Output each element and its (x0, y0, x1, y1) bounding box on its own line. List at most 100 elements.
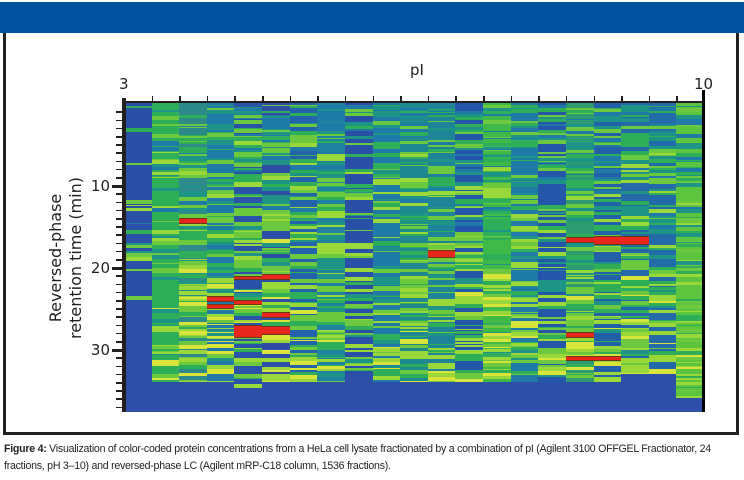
intensity-band (621, 247, 650, 249)
intensity-band (455, 261, 484, 262)
intensity-band (206, 282, 235, 283)
intensity-band (565, 127, 594, 128)
intensity-band (483, 315, 512, 316)
intensity-band (151, 321, 180, 323)
intensity-band (400, 158, 429, 159)
intensity-band (455, 124, 484, 127)
intensity-band (372, 348, 401, 352)
intensity-band (593, 136, 622, 138)
intensity-band (317, 366, 346, 369)
intensity-band (676, 266, 704, 268)
intensity-band (565, 184, 594, 188)
intensity-band (151, 309, 180, 313)
intensity-band (151, 177, 180, 178)
intensity-band (648, 153, 677, 155)
intensity-band (151, 122, 180, 124)
intensity-band (538, 177, 567, 180)
intensity-band (565, 211, 594, 215)
intensity-band (621, 174, 650, 177)
intensity-band (400, 311, 429, 312)
intensity-band (648, 180, 677, 184)
intensity-band (179, 341, 208, 345)
intensity-band (621, 209, 650, 213)
intensity-band (289, 340, 318, 341)
intensity-band (676, 241, 704, 242)
intensity-band (648, 213, 677, 216)
intensity-band (538, 358, 567, 360)
x-axis-title: pI (410, 61, 424, 79)
intensity-band (151, 245, 180, 249)
intensity-band (455, 117, 484, 120)
intensity-band (676, 305, 704, 306)
intensity-band (648, 356, 677, 359)
intensity-band (344, 143, 374, 145)
intensity-band (648, 209, 677, 213)
intensity-band (455, 284, 484, 287)
intensity-band (344, 256, 374, 258)
intensity-band (289, 272, 318, 273)
intensity-band (483, 175, 512, 177)
intensity-band (344, 243, 374, 245)
intensity-band (179, 159, 208, 161)
intensity-band (344, 304, 374, 306)
intensity-band (234, 343, 263, 344)
intensity-band (621, 137, 650, 141)
intensity-band (565, 341, 594, 342)
intensity-band (206, 106, 235, 108)
y-minor-tick (116, 365, 123, 368)
intensity-band (317, 258, 346, 262)
x-tick (565, 96, 568, 102)
heatmap-column (124, 103, 153, 412)
intensity-band (593, 305, 622, 309)
intensity-band (151, 360, 180, 362)
intensity-band (427, 271, 456, 272)
intensity-band (593, 235, 622, 237)
intensity-band (234, 349, 263, 352)
intensity-band (621, 133, 650, 137)
header-bar (0, 2, 744, 33)
intensity-band (648, 178, 677, 179)
x-tick (400, 96, 402, 102)
intensity-band (400, 152, 429, 154)
x-tick (593, 96, 596, 102)
intensity-band (648, 372, 677, 374)
intensity-band (262, 251, 291, 252)
intensity-band (676, 219, 704, 223)
intensity-band (372, 227, 401, 231)
intensity-band (234, 134, 263, 136)
intensity-band (372, 334, 401, 336)
intensity-band (538, 351, 567, 352)
intensity-band (344, 277, 374, 281)
intensity-band (372, 146, 401, 149)
intensity-band (510, 128, 539, 132)
intensity-band (372, 118, 401, 121)
intensity-band (262, 221, 291, 225)
intensity-band (317, 299, 346, 300)
intensity-band (179, 194, 208, 197)
x-tick (372, 96, 375, 102)
intensity-band (344, 192, 374, 193)
intensity-band (621, 286, 650, 288)
intensity-band (372, 376, 401, 380)
intensity-band (455, 243, 484, 246)
heatmap-column (565, 103, 594, 412)
intensity-band (234, 194, 263, 196)
intensity-band (648, 225, 677, 229)
intensity-band (565, 296, 594, 300)
intensity-band (151, 120, 180, 121)
intensity-band (483, 370, 512, 373)
intensity-band (179, 328, 208, 329)
intensity-band (234, 358, 263, 362)
intensity-band (206, 161, 235, 164)
intensity-band (317, 265, 346, 269)
intensity-band (427, 292, 456, 293)
intensity-band (510, 132, 539, 135)
intensity-band (427, 170, 456, 174)
y-minor-tick (116, 250, 123, 253)
intensity-band (648, 295, 677, 298)
x-tick (427, 96, 430, 102)
y-major-tick (112, 184, 123, 188)
intensity-band (317, 119, 346, 121)
intensity-band (565, 275, 594, 276)
intensity-band (483, 186, 512, 188)
